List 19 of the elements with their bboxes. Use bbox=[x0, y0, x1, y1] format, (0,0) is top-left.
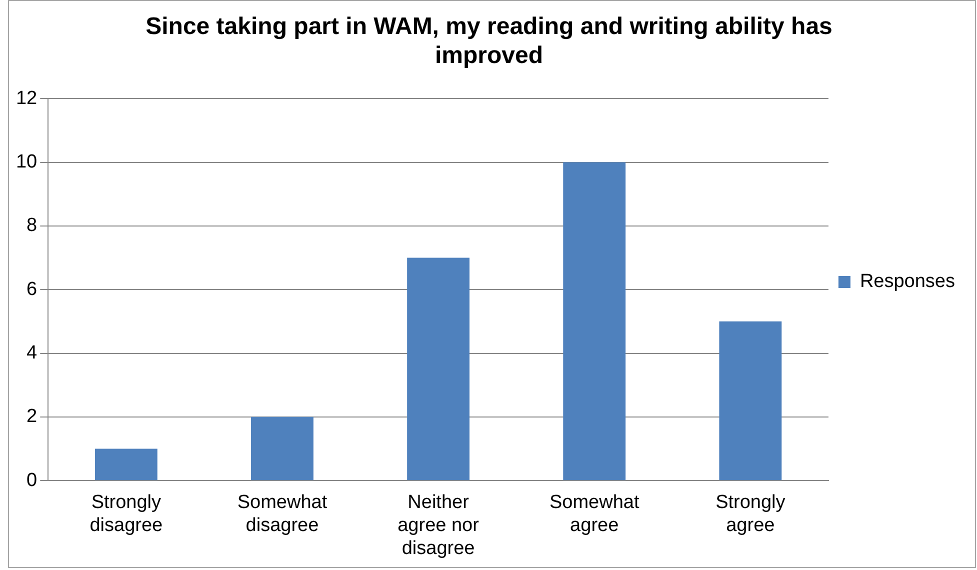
bar bbox=[563, 162, 626, 480]
x-tick-label: Somewhat agree bbox=[549, 492, 640, 536]
legend-label: Responses bbox=[860, 271, 956, 292]
y-tick-label: 2 bbox=[26, 406, 38, 428]
x-tick-label: Somewhat disagree bbox=[237, 492, 328, 536]
x-tick-label: Strongly agree bbox=[716, 492, 786, 536]
x-tick-label: Neither agree nor disagree bbox=[398, 492, 480, 559]
x-tick-label: Strongly disagree bbox=[90, 492, 163, 536]
bar bbox=[719, 321, 782, 480]
chart-title: Since taking part in WAM, my reading and writing ability has improved bbox=[146, 13, 832, 69]
y-tick-label: 0 bbox=[26, 470, 38, 491]
bar bbox=[251, 416, 314, 480]
y-tick-label: 12 bbox=[16, 88, 38, 109]
y-tick-label: 4 bbox=[26, 342, 38, 364]
y-tick-label: 8 bbox=[26, 215, 38, 236]
y-tick-label: 10 bbox=[16, 152, 38, 172]
bar bbox=[407, 258, 470, 480]
bar bbox=[94, 448, 158, 480]
y-tick-label: 6 bbox=[26, 278, 38, 300]
